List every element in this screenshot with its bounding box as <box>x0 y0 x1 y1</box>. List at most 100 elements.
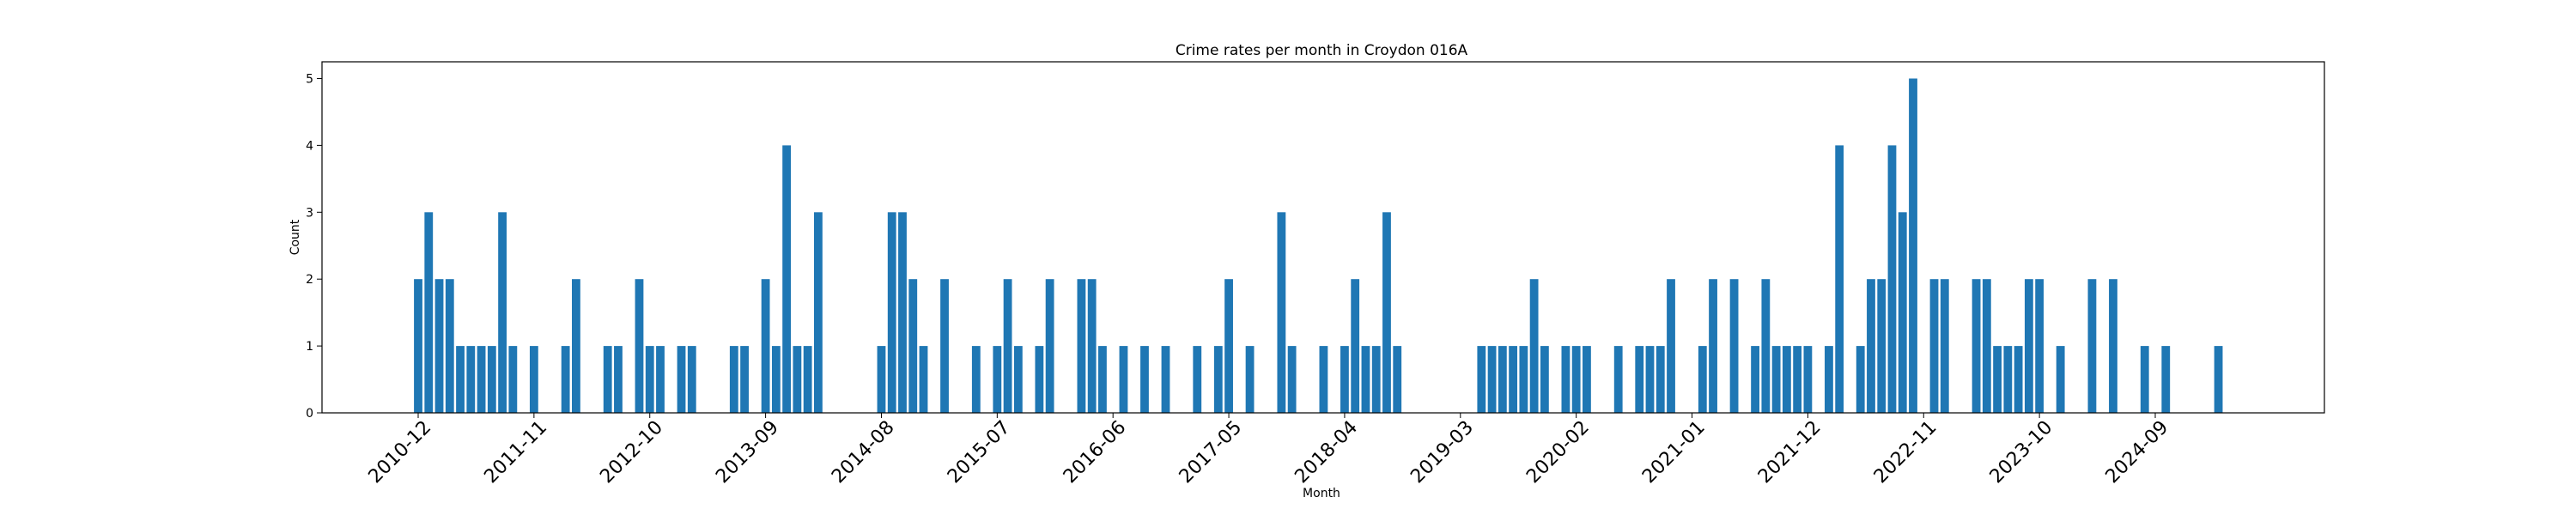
bar <box>1583 346 1591 413</box>
bar <box>1929 279 1939 413</box>
bar <box>1825 346 1833 413</box>
bar <box>1898 212 1907 413</box>
bar <box>1161 346 1170 413</box>
bar <box>1340 346 1349 413</box>
bar <box>2140 346 2149 413</box>
x-tick-label: 2016-06 <box>1060 417 1131 488</box>
bar <box>782 145 792 413</box>
bar <box>603 346 612 413</box>
bar <box>1751 346 1759 413</box>
bar <box>908 279 918 413</box>
bar <box>561 346 570 413</box>
bar <box>2024 279 2033 413</box>
bar <box>1793 346 1802 413</box>
bar <box>1319 346 1328 413</box>
bar <box>414 279 422 413</box>
bar <box>1835 145 1844 413</box>
bar <box>1656 346 1665 413</box>
bar <box>1487 346 1497 413</box>
y-tick-label: 3 <box>306 206 313 220</box>
bar <box>1709 279 1717 413</box>
bar <box>2109 279 2117 413</box>
y-tick-label: 0 <box>306 407 313 421</box>
x-tick-label: 2011-11 <box>480 417 551 488</box>
bar <box>1993 346 2002 413</box>
bar <box>1382 212 1391 413</box>
bar <box>1361 346 1370 413</box>
bar <box>1087 279 1097 413</box>
bar <box>1982 279 1991 413</box>
bar <box>1867 279 1875 413</box>
x-tick-label: 2021-01 <box>1638 417 1710 488</box>
bar <box>529 346 538 413</box>
bar <box>940 279 949 413</box>
bar <box>898 212 907 413</box>
bar <box>2087 279 2097 413</box>
bar <box>1077 279 1086 413</box>
x-tick-label: 2022-11 <box>1870 417 1941 488</box>
bar <box>2056 346 2065 413</box>
bar <box>445 279 454 413</box>
x-tick-label: 2021-12 <box>1754 417 1826 488</box>
bar <box>1571 346 1581 413</box>
plot-frame <box>321 61 2325 414</box>
bar <box>1667 279 1675 413</box>
bar <box>1561 346 1571 413</box>
bar <box>1613 346 1623 413</box>
bar <box>1519 346 1528 413</box>
bar <box>761 279 770 413</box>
bar <box>1477 346 1486 413</box>
bar <box>1877 279 1886 413</box>
bar <box>1540 346 1549 413</box>
x-tick-label: 2020-02 <box>1522 417 1594 488</box>
x-tick-label: 2015-07 <box>944 417 1015 488</box>
bar <box>1771 346 1781 413</box>
bar <box>971 346 981 413</box>
bar <box>656 346 665 413</box>
bar <box>729 346 738 413</box>
bar <box>1940 279 1949 413</box>
bar <box>1140 346 1149 413</box>
bar <box>466 346 476 413</box>
bar <box>1245 346 1255 413</box>
bar <box>1887 145 1897 413</box>
bar <box>887 212 896 413</box>
x-tick-label: 2012-10 <box>596 417 667 488</box>
bar <box>1645 346 1655 413</box>
bar <box>1761 279 1771 413</box>
x-tick-label: 2017-05 <box>1176 417 1247 488</box>
y-axis: 0 1 2 3 4 5 <box>306 72 322 421</box>
bar <box>2003 346 2013 413</box>
bar <box>1729 279 1739 413</box>
bar <box>1193 346 1202 413</box>
y-tick-label: 4 <box>306 139 313 153</box>
bar <box>1119 346 1128 413</box>
bar <box>1698 346 1707 413</box>
bar <box>1909 78 1917 413</box>
bar <box>677 346 686 413</box>
x-axis: 2010-12 2011-11 2012-10 2013-09 2014-08 2015-… <box>365 413 2173 488</box>
x-tick-label: 2019-03 <box>1406 417 1478 488</box>
bar <box>456 346 465 413</box>
bar <box>2014 346 2023 413</box>
bar <box>877 346 886 413</box>
bar <box>803 346 812 413</box>
bar <box>814 212 823 413</box>
y-tick-label: 5 <box>306 72 313 86</box>
bar <box>740 346 749 413</box>
bar <box>1003 279 1012 413</box>
bar <box>771 346 781 413</box>
bar <box>434 279 444 413</box>
bar <box>1509 346 1518 413</box>
bar <box>498 212 507 413</box>
bar-group <box>414 78 2223 413</box>
x-tick-label: 2024-09 <box>2102 417 2173 488</box>
bar <box>477 346 486 413</box>
bar <box>1013 346 1023 413</box>
x-tick-label: 2023-10 <box>1986 417 2057 488</box>
bar <box>2035 279 2044 413</box>
bar <box>1213 346 1223 413</box>
bar <box>1803 346 1813 413</box>
x-tick-label: 2018-04 <box>1291 417 1362 488</box>
